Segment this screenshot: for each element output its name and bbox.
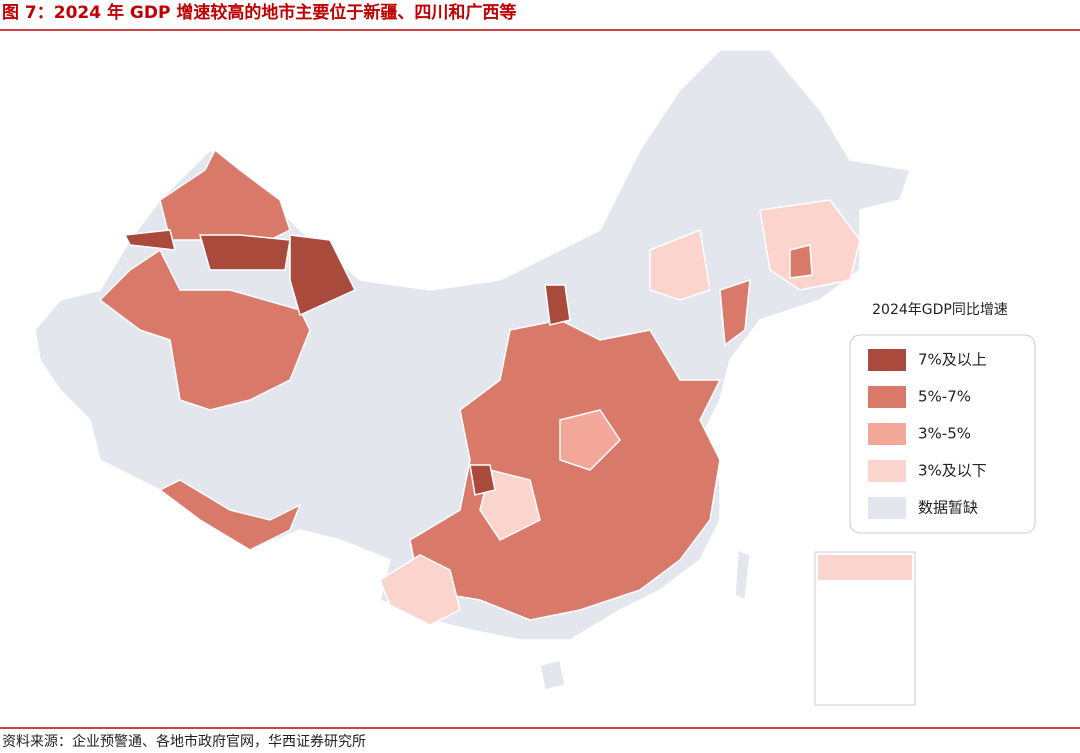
inset-map-region xyxy=(818,555,912,580)
region xyxy=(409,319,722,621)
legend-label: 5%-7% xyxy=(918,388,971,406)
map xyxy=(34,49,911,691)
region xyxy=(469,464,496,496)
legend-label: 数据暂缺 xyxy=(918,499,978,517)
source: 资料来源：企业预警通、各地市政府官网，华西证券研究所 xyxy=(2,733,366,750)
region xyxy=(98,248,311,411)
region xyxy=(199,234,291,271)
legend-box xyxy=(849,334,1036,534)
legend-swatch xyxy=(868,423,906,445)
legend-swatch xyxy=(868,460,906,482)
region xyxy=(123,229,176,251)
region xyxy=(719,278,751,347)
island xyxy=(539,659,566,691)
region xyxy=(649,228,711,301)
legend-label: 7%及以上 xyxy=(918,351,987,369)
region xyxy=(559,409,621,471)
region xyxy=(789,244,813,279)
legend-swatch xyxy=(868,349,906,371)
region xyxy=(289,234,357,317)
legend-swatch xyxy=(868,497,906,519)
legend-swatch xyxy=(868,386,906,408)
region xyxy=(158,479,302,551)
legend-title: 2024年GDP同比增速 xyxy=(872,302,1008,318)
region xyxy=(159,148,291,261)
legend-label: 3%-5% xyxy=(918,425,971,443)
region xyxy=(379,554,461,626)
island xyxy=(734,548,751,602)
legend-label: 3%及以下 xyxy=(918,462,987,480)
title: 图 7：2024 年 GDP 增速较高的地市主要位于新疆、四川和广西等 xyxy=(2,2,516,23)
region xyxy=(544,284,571,326)
